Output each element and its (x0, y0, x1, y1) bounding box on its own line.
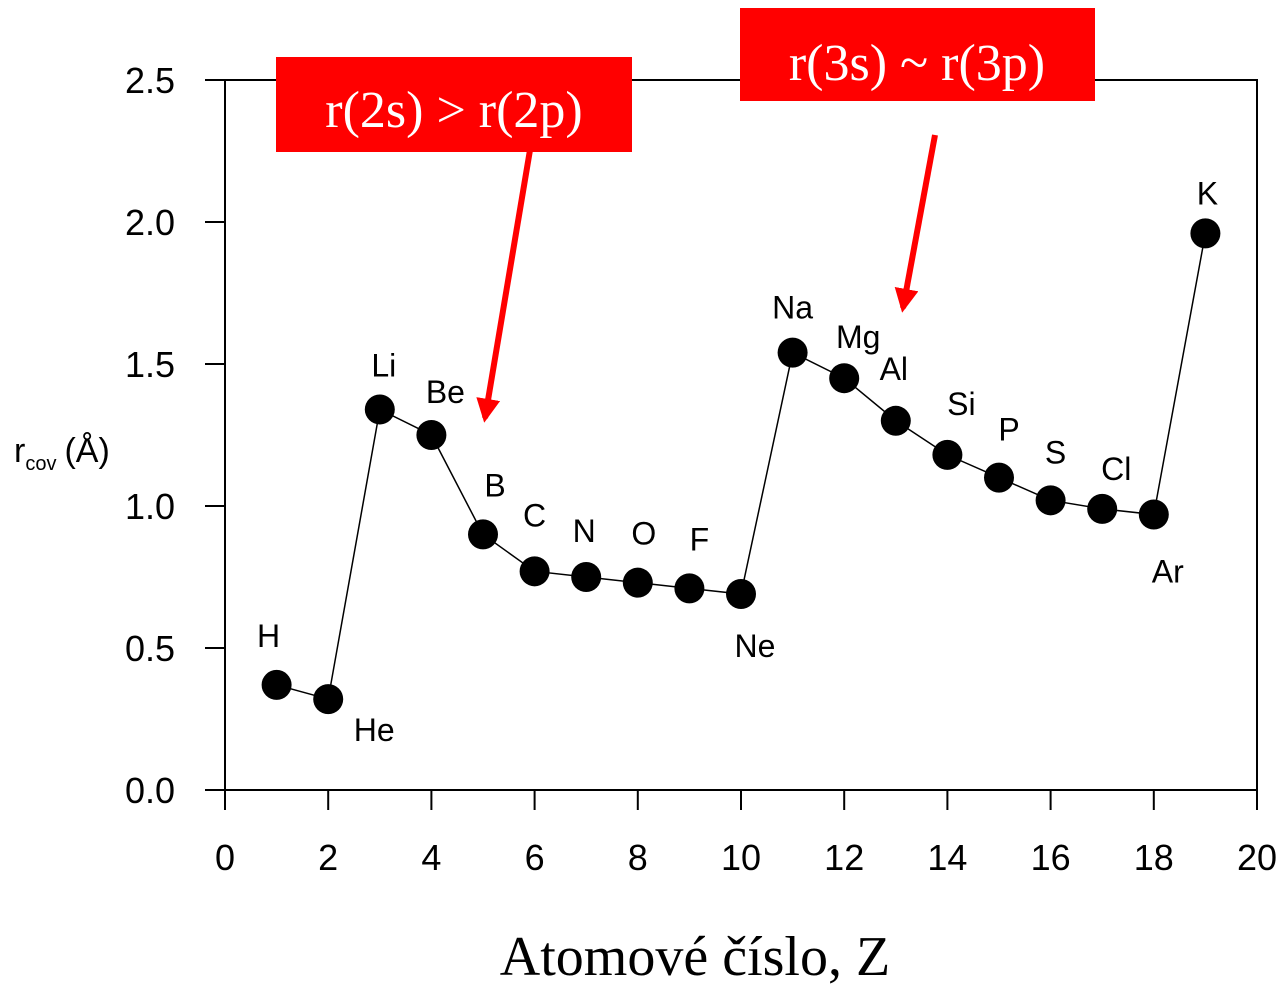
data-point-li (364, 394, 395, 425)
data-point-p (984, 462, 1014, 493)
plot-frame (224, 79, 1258, 791)
x-tick-label: 2 (318, 837, 338, 878)
point-label-b: B (484, 467, 505, 503)
annotation-box-2 (740, 8, 1095, 101)
point-label-si: Si (947, 386, 975, 422)
y-axis-title-sub: cov (25, 453, 56, 475)
annotations: r(2s) > r(2p) r(3s) ~ r(3p) (276, 8, 1095, 423)
series (261, 218, 1221, 715)
data-point-cl (1087, 493, 1118, 524)
point-label-li: Li (371, 347, 396, 383)
annotation-arrow-2 (894, 134, 938, 313)
point-label-mg: Mg (836, 319, 880, 355)
x-tick-label: 8 (628, 837, 648, 878)
data-point-he (313, 684, 344, 715)
point-label-ar: Ar (1152, 554, 1184, 590)
x-tick-label: 10 (721, 837, 761, 878)
x-tick-label: 0 (215, 837, 235, 878)
point-label-s: S (1045, 434, 1066, 470)
data-point-s (1035, 485, 1066, 516)
data-point-al (880, 405, 911, 436)
data-point-ar (1138, 499, 1169, 530)
data-point-h (261, 669, 292, 700)
data-point-o (622, 567, 653, 598)
axes: 0 2 4 6 8 10 12 14 16 18 20 0.0 0.5 1.0 1.5 2.0 2.5 (125, 60, 1277, 878)
y-axis-title-main: r (14, 432, 25, 470)
annotation-arrow-1 (476, 149, 533, 423)
y-axis-title-unit: (Å) (64, 432, 109, 470)
data-point-k (1190, 218, 1221, 249)
point-label-cl: Cl (1101, 451, 1131, 487)
point-label-h: H (257, 618, 280, 654)
data-point-na (777, 337, 808, 368)
point-label-be: Be (426, 374, 465, 410)
data-point-mg (829, 363, 860, 394)
data-point-be (416, 420, 447, 450)
point-label-p: P (998, 412, 1019, 448)
point-label-c: C (523, 497, 546, 533)
y-tick-label: 1.5 (125, 344, 175, 385)
data-point-c (519, 556, 550, 587)
point-label-n: N (573, 513, 596, 549)
point-label-na: Na (772, 290, 813, 326)
y-tick-label: 2.0 (125, 202, 175, 243)
data-point-n (571, 562, 602, 592)
data-point-f (674, 573, 705, 604)
y-tick-label: 0.5 (125, 628, 175, 669)
point-label-he: He (354, 712, 395, 748)
y-tick-label: 0.0 (125, 770, 175, 811)
x-tick-label: 16 (1031, 837, 1071, 878)
x-tick-label: 6 (525, 837, 545, 878)
point-label-f: F (690, 521, 710, 557)
annotation-text-1: r(2s) > r(2p) (325, 82, 582, 139)
annotation-box-1 (276, 57, 632, 152)
x-tick-label: 14 (927, 837, 967, 878)
point-label-o: O (631, 516, 656, 552)
data-point-ne (726, 579, 756, 610)
x-axis-title: Atomové číslo, Z (500, 926, 890, 988)
x-tick-label: 18 (1134, 837, 1174, 878)
point-label-ne: Ne (735, 628, 776, 664)
x-tick-label: 20 (1237, 837, 1277, 878)
y-tick-label: 2.5 (125, 60, 175, 101)
y-tick-label: 1.0 (125, 486, 175, 527)
point-label-al: Al (880, 351, 908, 387)
annotation-text-2: r(3s) ~ r(3p) (789, 35, 1045, 92)
x-tick-label: 4 (421, 837, 441, 878)
data-point-si (932, 439, 963, 470)
point-label-k: K (1197, 175, 1218, 211)
x-tick-label: 12 (824, 837, 864, 878)
y-axis-title: rcov (Å) (14, 432, 110, 475)
data-point-b (468, 519, 498, 550)
